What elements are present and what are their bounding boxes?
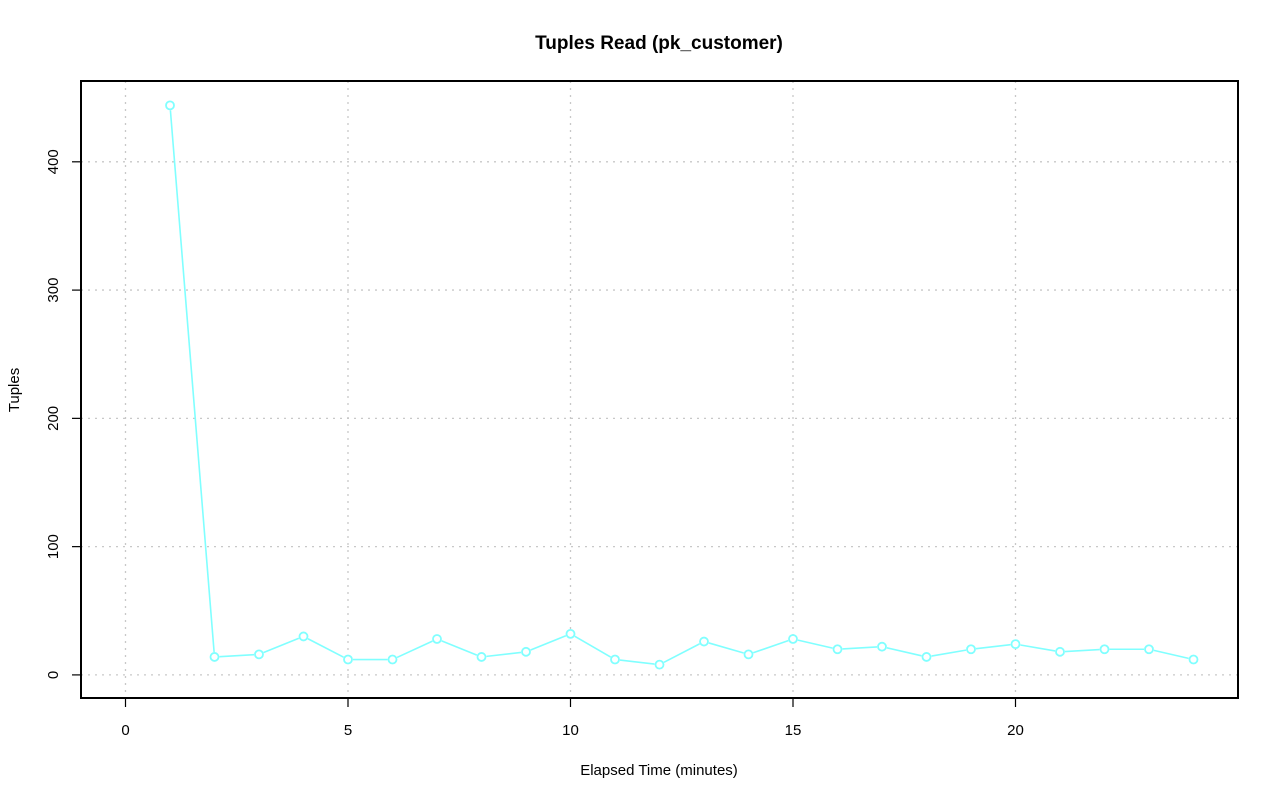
x-axis-label: Elapsed Time (minutes) xyxy=(580,762,738,779)
series-line-segment xyxy=(1153,649,1189,660)
data-point xyxy=(832,644,843,655)
x-axis: 0 5 10 15 20 xyxy=(121,698,1024,739)
data-point xyxy=(1144,644,1154,655)
data-point xyxy=(1188,654,1199,665)
data-point xyxy=(209,652,220,662)
data-point xyxy=(298,631,309,642)
y-tick-label: 400 xyxy=(45,149,62,174)
x-tick-label: 0 xyxy=(121,722,129,739)
data-point xyxy=(387,654,398,665)
series-line-segment xyxy=(169,110,215,653)
plot-area-frame xyxy=(80,80,1239,699)
series-line-segment xyxy=(842,646,878,650)
series-line-segment xyxy=(574,635,612,658)
series-line-segment xyxy=(752,639,789,654)
data-point xyxy=(1099,644,1110,655)
x-tick-label: 20 xyxy=(1007,722,1024,739)
data-point xyxy=(1055,646,1065,657)
series-line-segment xyxy=(886,647,922,657)
data-point xyxy=(788,634,798,644)
series-line-segment xyxy=(1020,644,1056,652)
data-point xyxy=(343,654,353,665)
data-point xyxy=(921,652,932,662)
series-line-segment xyxy=(486,651,522,658)
series-layer xyxy=(165,100,1199,670)
x-tick-label: 5 xyxy=(344,722,352,739)
series-line-segment xyxy=(219,653,255,658)
y-tick-label: 100 xyxy=(45,534,62,559)
chart-title: Tuples Read (pk_customer) xyxy=(535,33,783,54)
x-tick-label: 10 xyxy=(562,722,579,739)
data-point xyxy=(1010,639,1021,650)
series-line-segment xyxy=(663,643,700,664)
series-line-segment xyxy=(396,640,433,659)
data-point xyxy=(966,644,976,655)
data-point xyxy=(610,654,620,665)
y-tick-label: 300 xyxy=(45,278,62,303)
series-line-segment xyxy=(619,659,655,665)
series-line-segment xyxy=(307,638,344,658)
series-line-segment xyxy=(530,634,567,651)
data-point xyxy=(743,649,754,660)
series-line-segment xyxy=(708,642,744,654)
series-line-segment xyxy=(1064,648,1100,653)
y-tick-label: 200 xyxy=(45,406,62,431)
series-line-segment xyxy=(931,649,967,657)
y-axis: 0 100 200 300 400 xyxy=(45,149,81,679)
data-point xyxy=(699,636,709,647)
series-line-segment xyxy=(975,643,1011,650)
y-tick-label: 0 xyxy=(45,671,62,679)
data-point xyxy=(565,628,576,639)
series-line-segment xyxy=(797,639,833,649)
data-point xyxy=(254,649,264,660)
y-axis-label: Tuples xyxy=(6,368,23,412)
data-point xyxy=(521,646,531,657)
data-point xyxy=(165,100,175,111)
data-point xyxy=(654,659,665,670)
data-point xyxy=(432,634,442,644)
x-tick-label: 15 xyxy=(785,722,802,739)
data-point xyxy=(877,641,887,652)
series-line-segment xyxy=(263,637,300,654)
series-line-segment xyxy=(441,640,478,656)
grid xyxy=(81,81,1238,698)
data-point xyxy=(476,652,487,662)
